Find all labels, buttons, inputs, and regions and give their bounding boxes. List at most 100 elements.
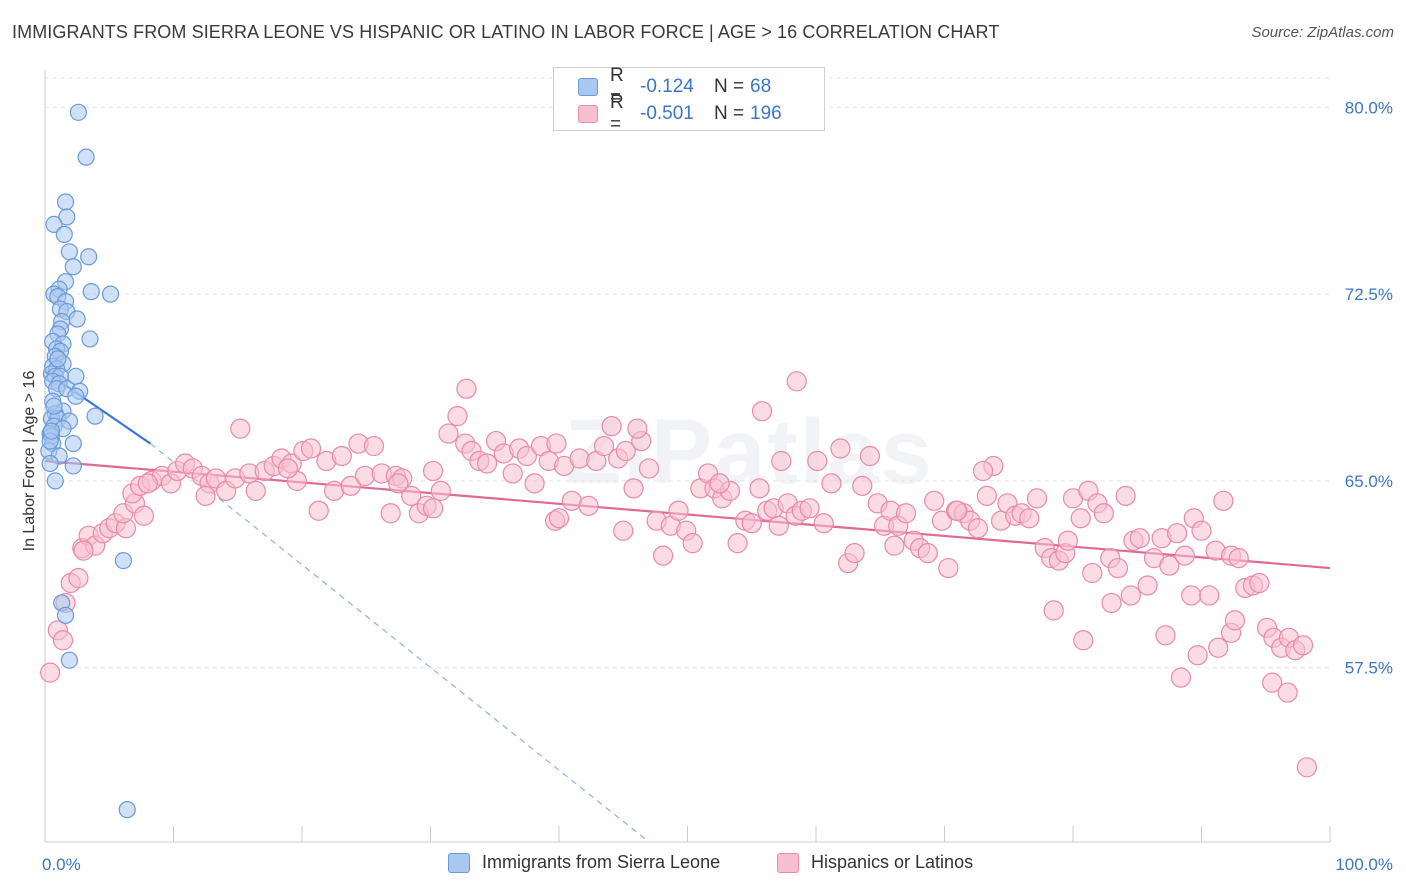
correlation-legend: R = -0.124 N = 68 R = -0.501 N = 196: [553, 65, 825, 135]
sierra-leone-point: [49, 350, 67, 368]
sierra-leone-point: [82, 283, 100, 301]
hispanic-point: [1120, 585, 1141, 606]
sierra-leone-point: [101, 285, 120, 303]
legend-row-sierra-leone: R = -0.124 N = 68: [554, 65, 772, 108]
sierra-leone-point: [118, 801, 136, 819]
sierra-leone-point: [45, 397, 63, 415]
hispanic-point: [741, 513, 762, 534]
hispanic-point: [613, 520, 634, 541]
hispanic-point: [195, 485, 216, 506]
hispanic-point: [137, 473, 158, 494]
hispanic-point: [1296, 757, 1317, 778]
hispanic-point: [751, 401, 773, 422]
hispanic-point: [1249, 572, 1270, 594]
hispanic-point: [1129, 528, 1150, 549]
hispanic-point: [73, 540, 94, 561]
sierra-leone-point: [67, 387, 85, 405]
hispanic-point: [768, 515, 789, 536]
hispanic-point: [1170, 667, 1192, 688]
sierra-leone-point: [58, 208, 76, 226]
y-tick-label: 72.5%: [1345, 285, 1393, 304]
sierra-leone-point: [64, 258, 82, 276]
hispanic-point: [924, 490, 945, 511]
hispanic-point: [331, 445, 352, 467]
y-tick-label: 80.0%: [1345, 98, 1393, 117]
hispanic-point: [324, 480, 345, 501]
hispanic-point: [668, 500, 689, 521]
legend-r-value: -0.501: [640, 103, 694, 124]
sierra-leone-point: [68, 310, 86, 328]
hispanic-point: [709, 473, 730, 494]
hispanic-point: [388, 473, 409, 494]
hispanic-point: [1292, 635, 1314, 656]
hispanic-point: [569, 448, 590, 469]
hispanic-point: [844, 543, 865, 564]
hispanic-point: [1026, 488, 1048, 509]
trend-lines: [44, 370, 1331, 843]
data-points: [40, 103, 1317, 819]
hispanic-point: [1073, 630, 1094, 651]
hispanic-point: [476, 453, 498, 474]
hispanic-point: [771, 450, 792, 472]
sierra-leone-point: [114, 551, 132, 570]
legend-item-hispanics[interactable]: Hispanics or Latinos: [777, 852, 973, 873]
hispanic-point: [807, 450, 828, 472]
hispanic-point: [68, 567, 89, 589]
legend-swatch-pink: [578, 105, 598, 123]
hispanic-point: [1082, 562, 1103, 584]
sierra-leone-point: [77, 148, 95, 166]
y-axis-label: In Labor Force | Age > 16: [21, 371, 38, 552]
hispanic-point: [830, 438, 851, 459]
axis-labels: 57.5% 65.0% 72.5% 80.0% 0.0% 100.0% In Labor F…: [21, 98, 1393, 874]
hispanic-point: [1137, 575, 1158, 596]
hispanic-point: [627, 418, 648, 439]
series-points: [40, 371, 1317, 778]
hispanic-point: [1262, 672, 1283, 693]
hispanic-point: [786, 371, 807, 392]
legend-n-value: 68: [750, 76, 772, 97]
sierra-leone-point: [56, 193, 75, 211]
hispanic-point: [363, 435, 385, 457]
hispanic-point: [1199, 585, 1220, 606]
hispanic-point: [456, 378, 477, 399]
hispanic-point: [593, 435, 615, 457]
x-tick-label: 0.0%: [42, 855, 81, 874]
hispanic-point: [561, 490, 582, 511]
hispanic-point: [972, 460, 994, 482]
hispanic-point: [652, 545, 674, 566]
sierra-leone-point: [45, 215, 63, 233]
hispanic-point: [1101, 592, 1122, 614]
hispanic-point: [340, 475, 361, 496]
legend-swatch-pink: [777, 852, 799, 873]
legend-item-sierra-leone[interactable]: Immigrants from Sierra Leone: [448, 852, 720, 873]
series-points: [40, 103, 136, 819]
hispanic-point: [548, 508, 570, 529]
hispanic-point: [682, 533, 703, 554]
hispanic-point: [277, 458, 298, 479]
legend-n-value: 196: [750, 103, 782, 124]
source-label: Source: ZipAtlas.com: [1251, 24, 1394, 41]
hispanic-point: [638, 458, 660, 479]
hispanic-point: [1093, 503, 1114, 524]
sierra-leone-point: [64, 457, 82, 475]
hispanic-point: [1191, 520, 1212, 541]
hispanic-point: [300, 438, 322, 459]
sierra-leone-point: [64, 434, 82, 453]
hispanic-point: [1159, 555, 1180, 576]
hispanic-point: [931, 510, 953, 531]
hispanic-point: [133, 505, 155, 526]
sierra-leone-point: [60, 243, 79, 261]
hispanic-point: [438, 423, 459, 444]
hispanic-point: [976, 485, 998, 506]
sierra-leone-point: [42, 422, 61, 440]
legend-row-hispanics: R = -0.501 N = 196: [554, 92, 782, 135]
hispanic-point: [1213, 490, 1234, 511]
hispanic-point: [1057, 530, 1078, 551]
hispanic-point: [1187, 645, 1208, 666]
legend-n-label: N =: [714, 103, 745, 124]
hispanic-point: [1155, 625, 1176, 646]
hispanic-point: [1208, 637, 1229, 658]
hispanic-point: [615, 440, 636, 462]
hispanic-point: [938, 557, 959, 579]
